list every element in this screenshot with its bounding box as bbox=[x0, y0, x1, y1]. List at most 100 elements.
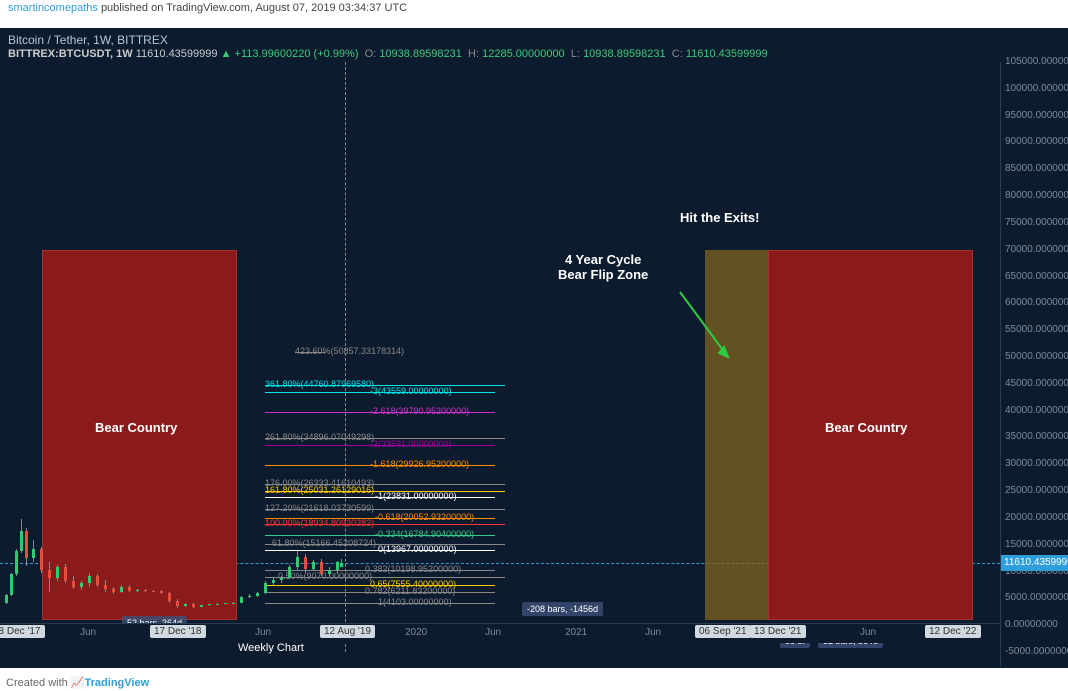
y-tick: 65000.00000000 bbox=[1005, 271, 1068, 282]
y-tick: 50000.00000000 bbox=[1005, 351, 1068, 362]
ohlc-bar: BITTREX:BTCUSDT, 1W 11610.43599999 ▲ +11… bbox=[8, 48, 768, 60]
candle bbox=[176, 62, 179, 652]
candle bbox=[328, 62, 331, 652]
candle bbox=[320, 62, 323, 652]
candle bbox=[168, 62, 171, 652]
candle bbox=[120, 62, 123, 652]
y-tick: 15000.00000000 bbox=[1005, 539, 1068, 550]
y-axis: -5000.000000000.000000005000.00000000100… bbox=[1000, 62, 1068, 667]
fib-label: -2.618(39790.95200000) bbox=[370, 406, 469, 416]
candle bbox=[88, 62, 91, 652]
candle bbox=[48, 62, 51, 652]
x-tick: 06 Sep '21 bbox=[695, 625, 751, 638]
tradingview-logo-icon[interactable]: 📈 bbox=[71, 677, 85, 689]
y-tick: 25000.00000000 bbox=[1005, 485, 1068, 496]
high-val: 12285.00000000 bbox=[482, 48, 565, 60]
candle bbox=[264, 62, 267, 652]
candle bbox=[25, 62, 28, 652]
x-tick: Jun bbox=[255, 627, 271, 638]
fib-label: 0.782(6211.83200000) bbox=[365, 586, 455, 596]
candle bbox=[80, 62, 83, 652]
candle bbox=[192, 62, 195, 652]
candle bbox=[104, 62, 107, 652]
y-tick: 95000.00000000 bbox=[1005, 110, 1068, 121]
candle bbox=[336, 62, 339, 652]
footer: Created with 📈TradingView bbox=[6, 676, 149, 689]
candle bbox=[272, 62, 275, 652]
x-tick: 12 Aug '19 bbox=[320, 625, 375, 638]
candle bbox=[248, 62, 251, 652]
publish-header: smartincomepaths published on TradingVie… bbox=[0, 0, 1068, 28]
fib-label: -1(23831.00000000) bbox=[375, 491, 457, 501]
x-tick: 13 Dec '21 bbox=[750, 625, 806, 638]
candle bbox=[136, 62, 139, 652]
close-val: 11610.43599999 bbox=[686, 48, 768, 60]
x-tick: 2020 bbox=[405, 627, 427, 638]
candle bbox=[128, 62, 131, 652]
y-tick: 60000.00000000 bbox=[1005, 297, 1068, 308]
author-link[interactable]: smartincomepaths bbox=[8, 2, 98, 14]
x-tick: Jun bbox=[645, 627, 661, 638]
candle bbox=[64, 62, 67, 652]
y-tick: 0.00000000 bbox=[1005, 619, 1058, 630]
y-tick: 30000.00000000 bbox=[1005, 458, 1068, 469]
price-marker: 11610.43599999 bbox=[1001, 555, 1068, 571]
candle bbox=[40, 62, 43, 652]
candle bbox=[216, 62, 219, 652]
candle bbox=[20, 62, 23, 652]
candle bbox=[15, 62, 18, 652]
x-tick: Jun bbox=[860, 627, 876, 638]
y-tick: 105000.00000000 bbox=[1005, 56, 1068, 67]
candle bbox=[32, 62, 35, 652]
candle bbox=[240, 62, 243, 652]
candle bbox=[96, 62, 99, 652]
y-tick: 45000.00000000 bbox=[1005, 378, 1068, 389]
fib-label: -2(33591.00000000) bbox=[370, 439, 452, 449]
chart-container: smartincomepaths published on TradingVie… bbox=[0, 0, 1068, 691]
candle bbox=[184, 62, 187, 652]
candle bbox=[340, 62, 343, 652]
fib-label: 0(13967.00000000) bbox=[378, 544, 457, 554]
range-badge: -208 bars, -1456d bbox=[522, 602, 603, 616]
chart-area[interactable]: Bitcoin / Tether, 1W, BITTREX BITTREX:BT… bbox=[0, 28, 1068, 668]
fib-label: -0.618(20052.93200000) bbox=[375, 512, 474, 522]
footer-text: Created with bbox=[6, 677, 68, 689]
candle bbox=[10, 62, 13, 652]
y-tick: 55000.00000000 bbox=[1005, 324, 1068, 335]
y-tick: -5000.00000000 bbox=[1005, 646, 1068, 657]
y-tick: 5000.00000000 bbox=[1005, 592, 1068, 603]
low-val: 10938.89598231 bbox=[583, 48, 666, 60]
y-tick: 80000.00000000 bbox=[1005, 190, 1068, 201]
x-tick: Jun bbox=[485, 627, 501, 638]
x-tick: Jun bbox=[80, 627, 96, 638]
fib-label: -3(43559.00000000) bbox=[370, 386, 452, 396]
up-arrow-icon: ▲ bbox=[221, 48, 232, 60]
candle bbox=[160, 62, 163, 652]
last-price: 11610.43599999 bbox=[136, 48, 218, 60]
tradingview-link[interactable]: TradingView bbox=[85, 677, 150, 689]
y-tick: 90000.00000000 bbox=[1005, 136, 1068, 147]
candle bbox=[232, 62, 235, 652]
candle bbox=[288, 62, 291, 652]
fib-label: 0.382(10198.95200000) bbox=[365, 564, 461, 574]
y-tick: 70000.00000000 bbox=[1005, 244, 1068, 255]
plot-area[interactable]: Bear CountryBear CountryHit the Exits!4 … bbox=[0, 62, 1000, 672]
candle bbox=[72, 62, 75, 652]
candle bbox=[256, 62, 259, 652]
y-tick: 35000.00000000 bbox=[1005, 431, 1068, 442]
chart-title: Bitcoin / Tether, 1W, BITTREX bbox=[8, 33, 168, 47]
y-tick: 75000.00000000 bbox=[1005, 217, 1068, 228]
x-tick: 18 Dec '17 bbox=[0, 625, 45, 638]
candle bbox=[152, 62, 155, 652]
y-tick: 40000.00000000 bbox=[1005, 405, 1068, 416]
fib-label: -1.618(29926.95200000) bbox=[370, 459, 469, 469]
fib-label: 1(4103.00000000) bbox=[378, 597, 452, 607]
candle bbox=[312, 62, 315, 652]
open-val: 10938.89598231 bbox=[379, 48, 462, 60]
y-tick: 20000.00000000 bbox=[1005, 512, 1068, 523]
change-value: +113.99600220 (+0.99%) bbox=[235, 48, 359, 60]
candle bbox=[56, 62, 59, 652]
x-tick: 12 Dec '22 bbox=[925, 625, 981, 638]
arrow-icon bbox=[0, 62, 1000, 652]
y-tick: 85000.00000000 bbox=[1005, 163, 1068, 174]
